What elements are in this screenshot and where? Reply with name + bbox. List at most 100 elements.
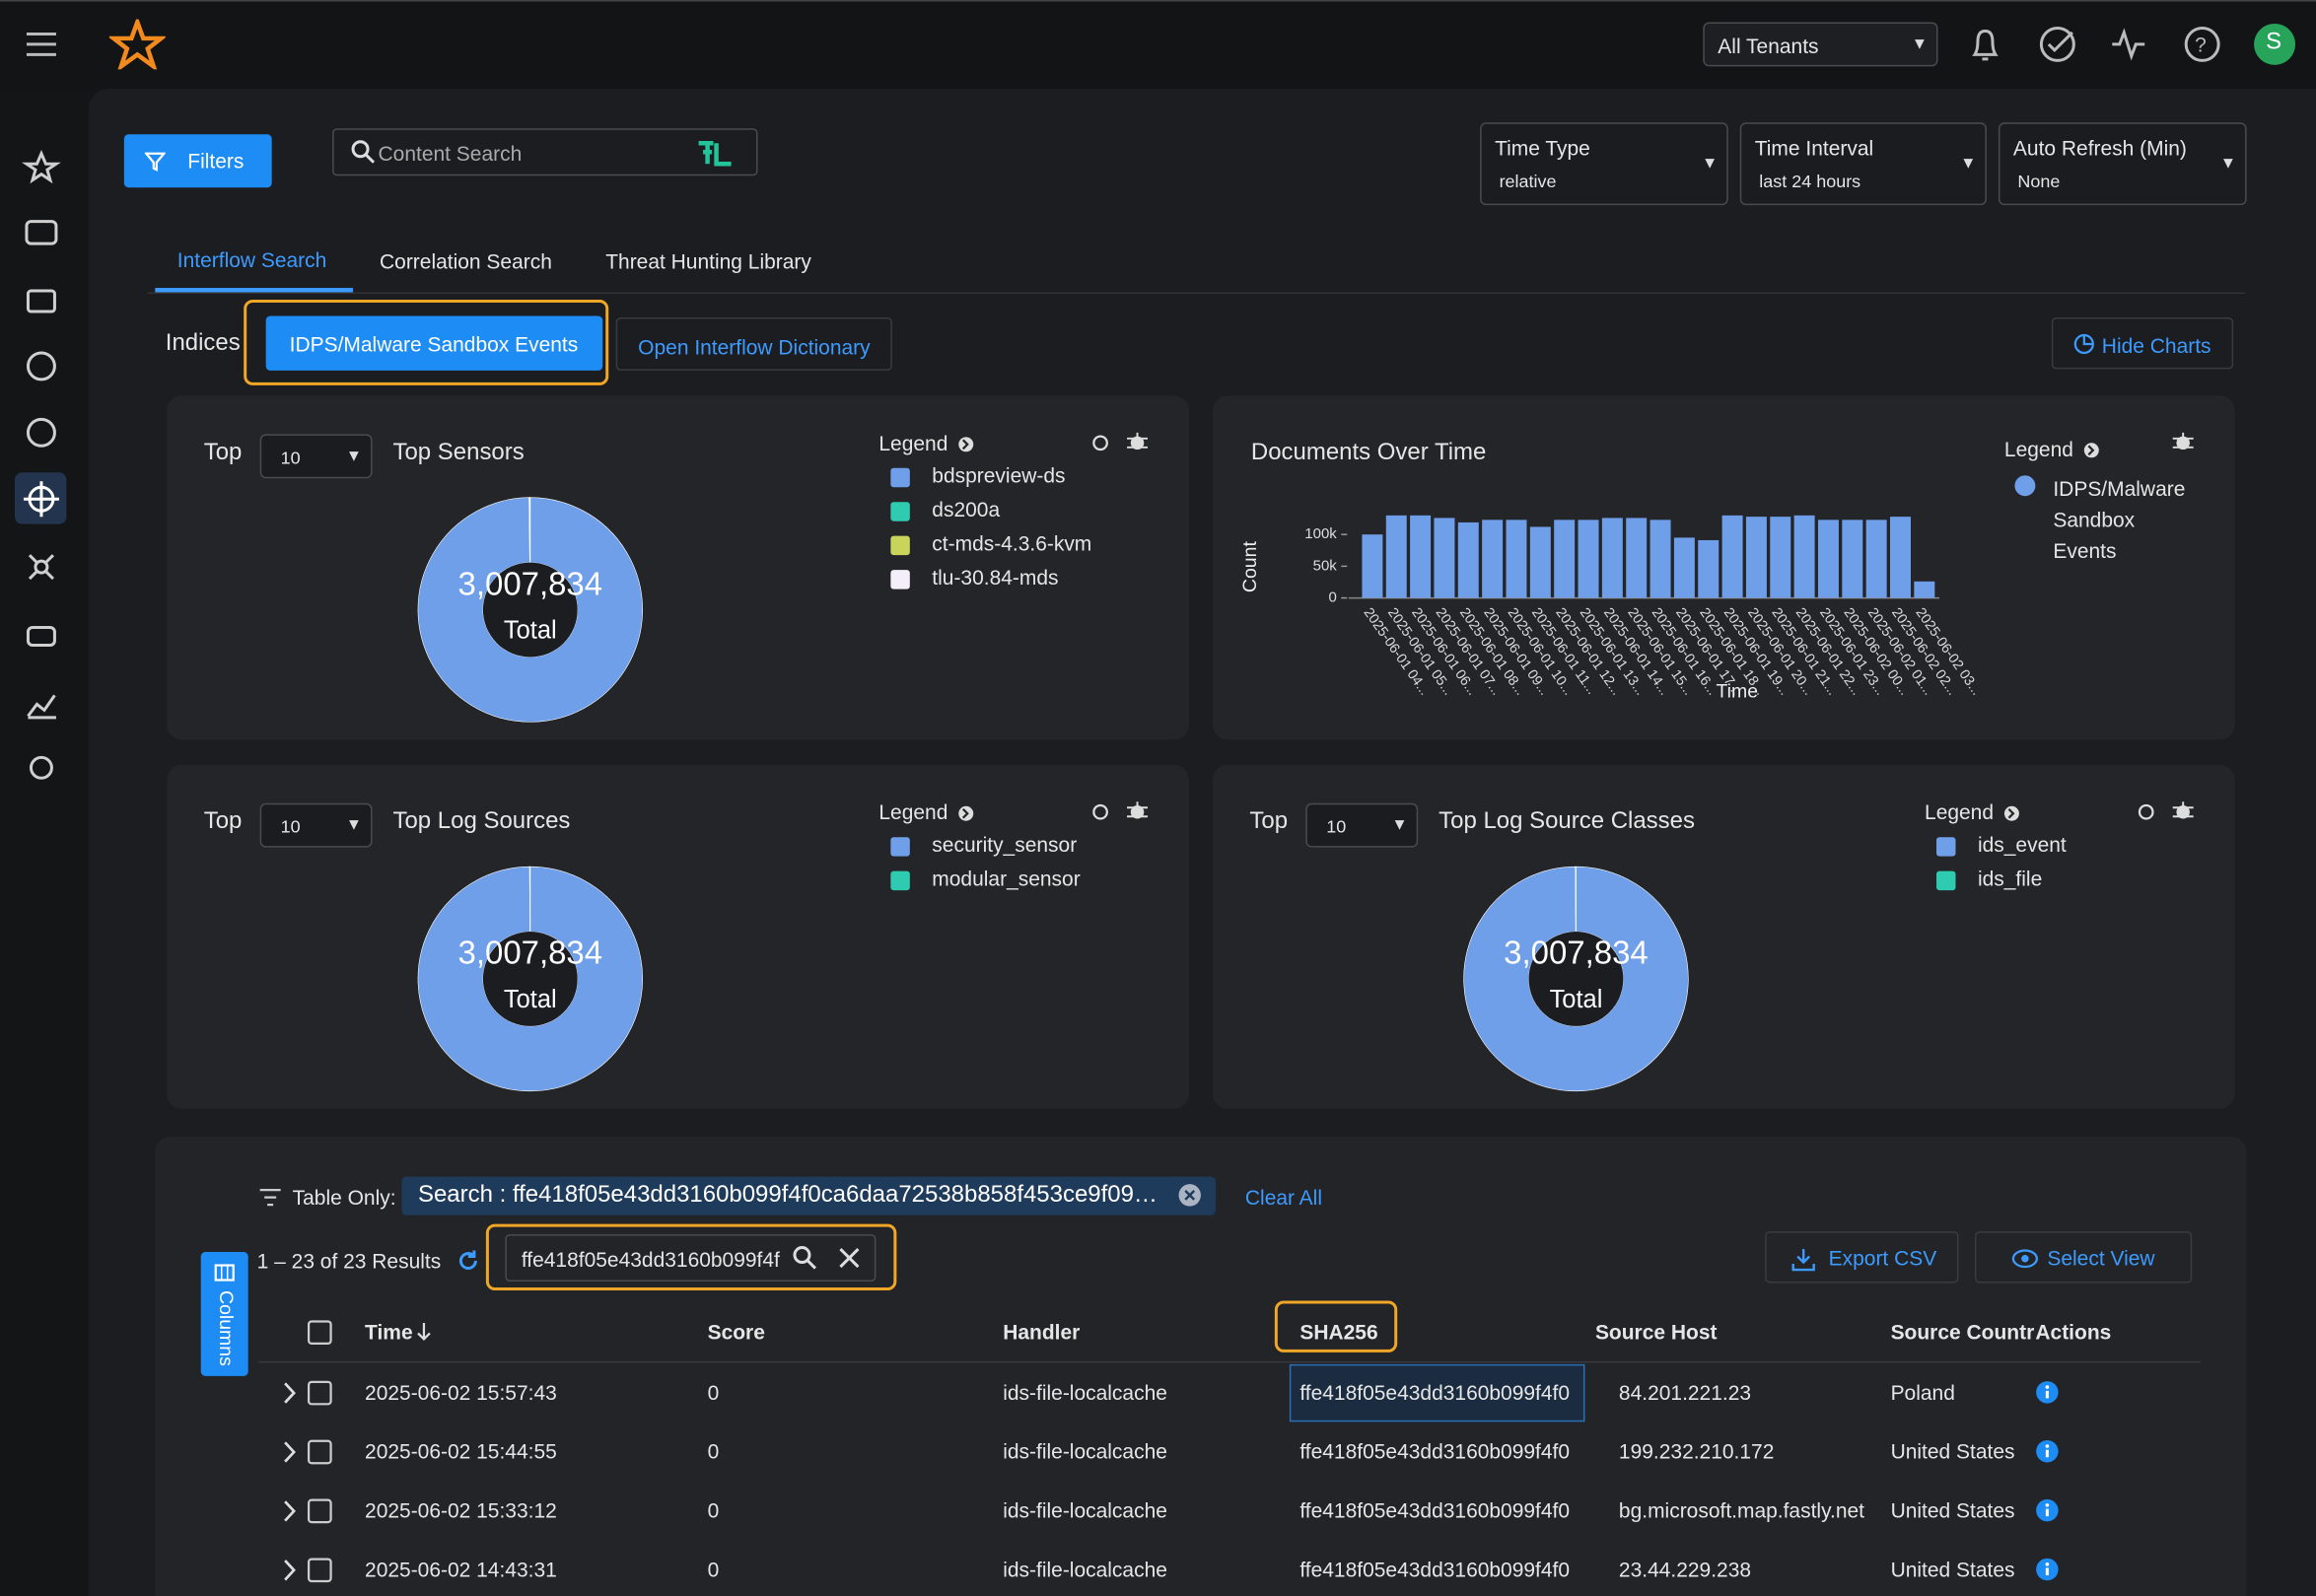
legend-swatch	[890, 870, 910, 891]
chart: 3,007,834 Total	[417, 801, 1149, 1092]
sidebar	[14, 149, 67, 780]
nav-graph[interactable]	[34, 559, 49, 575]
top-select[interactable]: 10	[1305, 802, 1419, 848]
table-search-value: ffe418f05e43dd3160b099f4f	[521, 1247, 780, 1272]
sort-icon[interactable]	[415, 1321, 433, 1342]
check-icon[interactable]	[2039, 26, 2075, 62]
row-info[interactable]	[2035, 1558, 2060, 1582]
column-header[interactable]: Score	[707, 1319, 765, 1344]
debug-icon[interactable]	[1130, 436, 1145, 451]
nav-analytics[interactable]	[27, 694, 56, 720]
header-checkbox[interactable]	[307, 1320, 332, 1346]
auto-refresh-select[interactable]: Auto Refresh (Min) None	[1998, 122, 2247, 206]
top-value: 10	[280, 447, 301, 468]
select-view-button[interactable]: Select View	[1974, 1231, 2193, 1284]
debug-icon[interactable]	[2176, 804, 2190, 819]
bell-icon[interactable]	[1972, 29, 1999, 61]
table-cell: 23.44.229.238	[1618, 1558, 1752, 1582]
tab[interactable]: Threat Hunting Library	[605, 249, 811, 274]
filters-button[interactable]: Filters	[123, 134, 272, 188]
index-button[interactable]: IDPS/Malware Sandbox Events	[265, 315, 603, 371]
clear-all[interactable]: Clear All	[1244, 1185, 1323, 1210]
tab[interactable]: Interflow Search	[176, 247, 327, 272]
top-select[interactable]: 10	[259, 802, 373, 848]
bar	[1673, 537, 1695, 598]
column-header[interactable]: Source Host	[1594, 1319, 1718, 1344]
row-controls[interactable]	[281, 1439, 340, 1465]
chart-panel: 3,007,834 Total Top 10 Top Log Source Classe…	[1212, 764, 2235, 1109]
chart: 3,007,834 Total	[1463, 801, 2194, 1092]
row-info[interactable]	[2035, 1380, 2060, 1405]
column-header[interactable]: SHA256	[1299, 1319, 1378, 1344]
clear-search[interactable]	[837, 1246, 861, 1270]
filter-chip[interactable]: Search : ffe418f05e43dd3160b099f4f0ca6da…	[401, 1176, 1216, 1215]
dictionary-button[interactable]: Open Interflow Dictionary	[615, 317, 892, 371]
row-controls[interactable]	[281, 1558, 340, 1583]
columns-button[interactable]: Columns	[200, 1252, 248, 1376]
column-header[interactable]: Time	[365, 1319, 413, 1344]
select-value: last 24 hours	[1759, 171, 1861, 192]
legend-item: ds200a	[932, 497, 1001, 521]
table-cell: ffe418f05e43dd3160b099f4f0	[1299, 1558, 1571, 1582]
export-button[interactable]: Export CSV	[1765, 1231, 1959, 1284]
logo[interactable]	[108, 19, 166, 70]
chip-close[interactable]	[1177, 1183, 1202, 1208]
nav-radar[interactable]	[26, 351, 56, 382]
top-select[interactable]: 10	[259, 434, 373, 479]
time-type-select[interactable]: Time Type relative	[1480, 122, 1728, 206]
bar	[1482, 520, 1504, 598]
debug-icon[interactable]	[1130, 804, 1145, 819]
highlight	[1274, 1300, 1398, 1353]
legend-toggle-arrow	[2007, 807, 2015, 819]
option-icon[interactable]	[1092, 803, 1108, 820]
avatar[interactable]	[2254, 23, 2296, 65]
columns-label: Columns	[215, 1289, 239, 1366]
row-info[interactable]	[2035, 1498, 2060, 1523]
nav-intel[interactable]	[26, 417, 56, 448]
column-header[interactable]: Actions	[2035, 1319, 2112, 1344]
indices-label: Indices	[165, 330, 241, 356]
hide-charts-button[interactable]: Hide Charts	[2051, 317, 2234, 370]
tenant-select[interactable]: All Tenants	[1703, 22, 1938, 67]
table-cell: 84.201.221.23	[1618, 1380, 1752, 1405]
debug-icon[interactable]	[2176, 436, 2190, 451]
nav-bot[interactable]	[26, 626, 56, 647]
content-search[interactable]: Content Search	[332, 128, 758, 176]
nav-settings[interactable]	[29, 755, 53, 780]
legend-item: bdspreview-ds	[932, 463, 1066, 488]
donut-hole	[1528, 932, 1624, 1026]
bar	[1554, 520, 1576, 598]
row-info[interactable]	[2035, 1439, 2060, 1464]
legend-item: tlu-30.84-mds	[932, 565, 1059, 590]
search-icon[interactable]	[792, 1245, 818, 1272]
refresh-icon[interactable]	[456, 1249, 480, 1273]
nav-cases[interactable]	[26, 289, 56, 313]
nav-dashboard[interactable]	[25, 220, 58, 245]
panel-title: Top Log Sources	[392, 808, 571, 835]
option-icon[interactable]	[1092, 435, 1108, 451]
menu-icon[interactable]	[24, 30, 59, 59]
row-controls[interactable]	[281, 1498, 340, 1524]
bar	[1457, 521, 1479, 598]
tab-rule	[147, 292, 2246, 295]
column-header[interactable]: Source Countr	[1890, 1319, 2035, 1344]
table-search[interactable]: ffe418f05e43dd3160b099f4f	[505, 1234, 877, 1283]
donut-total-label: Total	[504, 617, 557, 645]
column-header[interactable]: Handler	[1003, 1319, 1081, 1344]
option-icon[interactable]	[2138, 803, 2154, 820]
results-count: 1 – 23 of 23 Results	[256, 1249, 442, 1274]
bar	[1578, 520, 1599, 598]
tab[interactable]: Correlation Search	[380, 249, 552, 274]
help-icon[interactable]	[2184, 26, 2220, 62]
selected-cell	[1289, 1363, 1585, 1423]
time-interval-select[interactable]: Time Interval last 24 hours	[1739, 122, 1987, 206]
select-value: None	[2017, 171, 2061, 192]
nav-favorites[interactable]	[22, 149, 61, 184]
pulse-icon[interactable]	[2112, 28, 2145, 61]
row-controls[interactable]	[281, 1380, 340, 1406]
y-tick-label: 50k	[1313, 557, 1338, 574]
bar	[1410, 515, 1432, 598]
legend-item: ct-mds-4.3.6-kvm	[932, 531, 1092, 556]
top-label: Top	[203, 808, 243, 835]
